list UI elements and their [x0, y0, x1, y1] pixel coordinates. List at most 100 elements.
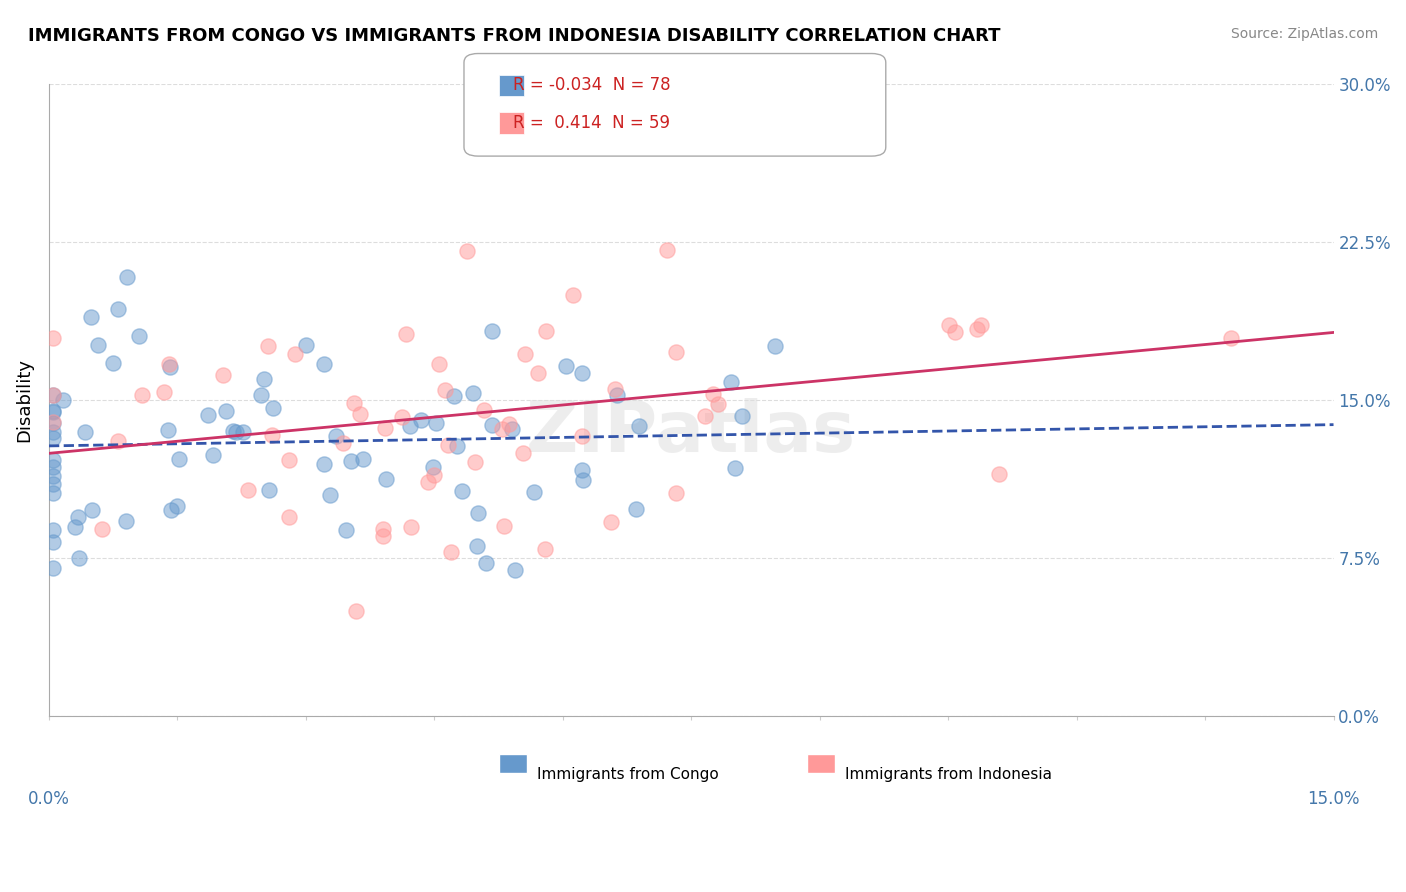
Point — [600, 515, 623, 529]
Point — [433, 383, 456, 397]
Point — [512, 446, 534, 460]
Point — [465, 539, 488, 553]
Point — [707, 121, 730, 136]
Point — [436, 438, 458, 452]
Point — [605, 382, 627, 396]
Point — [464, 454, 486, 468]
Point — [107, 302, 129, 317]
Point — [695, 409, 717, 423]
Point — [312, 457, 335, 471]
Point — [440, 545, 463, 559]
Point — [555, 359, 578, 373]
Point — [513, 347, 536, 361]
Point — [527, 366, 550, 380]
Point — [42, 453, 65, 467]
Point — [427, 357, 450, 371]
Point — [66, 510, 89, 524]
Point — [481, 417, 503, 432]
Point — [371, 529, 394, 543]
Text: R =  0.414  N = 59: R = 0.414 N = 59 — [513, 114, 671, 132]
Point — [731, 409, 754, 423]
Point — [655, 243, 678, 257]
Point — [391, 409, 413, 424]
Text: IMMIGRANTS FROM CONGO VS IMMIGRANTS FROM INDONESIA DISABILITY CORRELATION CHART: IMMIGRANTS FROM CONGO VS IMMIGRANTS FROM… — [28, 27, 1001, 45]
Point — [571, 463, 593, 477]
Point — [374, 472, 396, 486]
Point — [606, 388, 628, 402]
Point — [523, 484, 546, 499]
Point — [534, 324, 557, 338]
Point — [425, 417, 447, 431]
Point — [197, 408, 219, 422]
Point — [253, 371, 276, 385]
Point — [115, 514, 138, 528]
Point — [474, 557, 496, 571]
Point — [294, 338, 316, 352]
Point — [374, 421, 396, 435]
Point — [571, 429, 593, 443]
Point — [42, 404, 65, 418]
Point — [91, 522, 114, 536]
Text: R = -0.034  N = 78: R = -0.034 N = 78 — [513, 76, 671, 94]
Point — [128, 329, 150, 343]
Point — [763, 339, 786, 353]
Point — [67, 551, 90, 566]
Point — [501, 422, 523, 436]
Point — [86, 338, 108, 352]
Point — [943, 325, 966, 339]
Bar — [499, 755, 527, 773]
Point — [966, 321, 988, 335]
Point — [665, 486, 688, 500]
Point — [131, 388, 153, 402]
Point — [409, 413, 432, 427]
Point — [422, 459, 444, 474]
Point — [256, 339, 278, 353]
Point — [156, 423, 179, 437]
Point — [395, 326, 418, 341]
Point — [399, 419, 422, 434]
Point — [343, 396, 366, 410]
Point — [42, 534, 65, 549]
Point — [312, 357, 335, 371]
Point — [236, 483, 259, 497]
Point — [159, 360, 181, 375]
Point — [352, 451, 374, 466]
Point — [498, 417, 520, 432]
Point — [259, 483, 281, 498]
Point — [212, 368, 235, 382]
Point — [42, 388, 65, 402]
Point — [52, 392, 75, 407]
Point — [249, 388, 271, 402]
Text: Source: ZipAtlas.com: Source: ZipAtlas.com — [1230, 27, 1378, 41]
Point — [75, 425, 97, 439]
Point — [970, 318, 993, 333]
Point — [42, 388, 65, 402]
Point — [720, 375, 742, 389]
Point — [166, 499, 188, 513]
Point — [42, 469, 65, 483]
Point — [63, 520, 86, 534]
Point — [344, 604, 367, 618]
Point — [115, 270, 138, 285]
Point — [340, 453, 363, 467]
Point — [472, 402, 495, 417]
Point — [82, 503, 104, 517]
Point — [42, 416, 65, 430]
Point — [42, 403, 65, 417]
Point — [416, 475, 439, 490]
Point — [399, 520, 422, 534]
Point — [494, 519, 516, 533]
Point — [79, 310, 101, 324]
Point — [42, 331, 65, 345]
Point — [450, 483, 472, 498]
Point — [349, 408, 371, 422]
Point — [262, 401, 284, 415]
Point — [491, 422, 513, 436]
Point — [481, 324, 503, 338]
Point — [456, 244, 478, 259]
Point — [278, 453, 301, 467]
Text: Immigrants from Indonesia: Immigrants from Indonesia — [845, 767, 1052, 782]
Text: Immigrants from Congo: Immigrants from Congo — [537, 767, 718, 782]
Point — [262, 428, 284, 442]
Point — [707, 397, 730, 411]
